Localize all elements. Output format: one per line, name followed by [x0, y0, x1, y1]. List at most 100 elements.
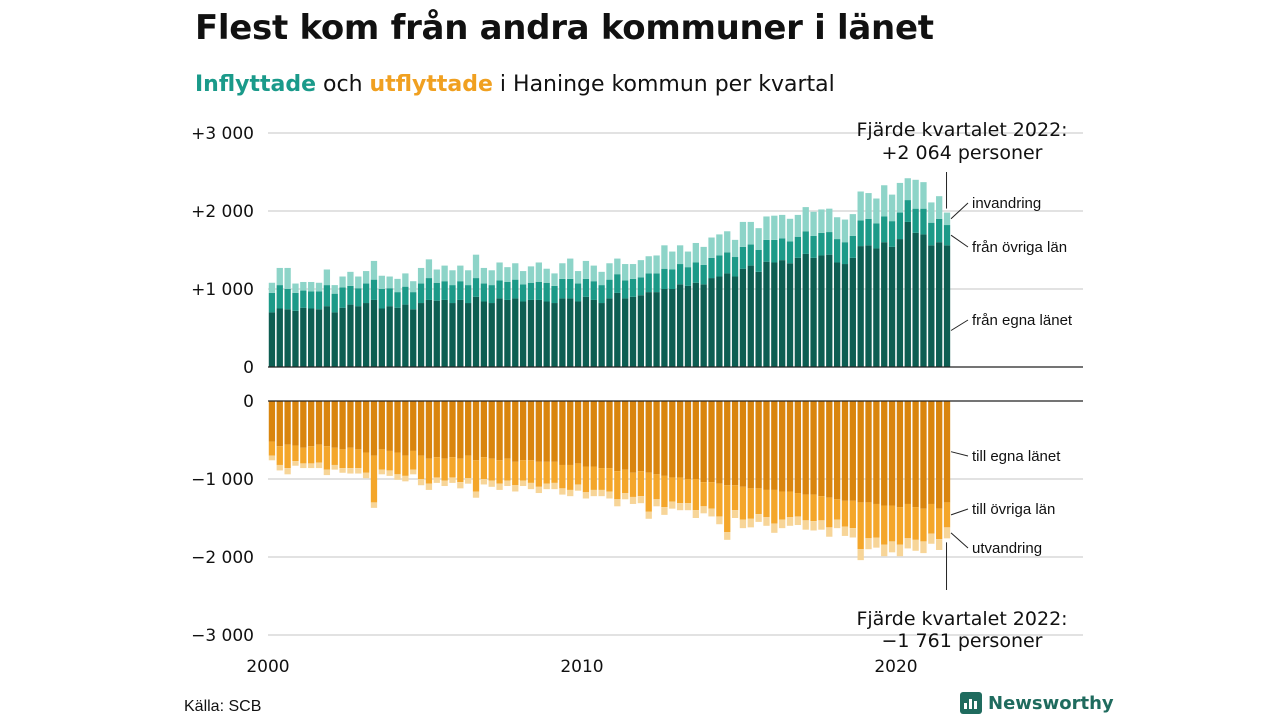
bar-out-2 [763, 517, 770, 526]
bar-out-1 [810, 494, 817, 522]
bar-in-0 [841, 264, 849, 367]
bar-in-2 [268, 282, 276, 293]
bar-in-2 [881, 185, 888, 217]
bar-out-1 [716, 483, 723, 517]
bar-out-2 [802, 520, 809, 530]
bar-out-1 [669, 477, 676, 502]
bar-in-1 [708, 257, 715, 279]
bar-out-0 [339, 401, 346, 450]
bar-in-2 [567, 258, 574, 279]
bar-in-1 [912, 208, 919, 233]
bar-out-1 [417, 455, 425, 479]
bar-out-2 [402, 475, 409, 482]
bar-in-2 [535, 262, 542, 282]
bar-out-1 [614, 471, 621, 500]
bar-out-1 [535, 461, 542, 487]
bar-out-2 [417, 479, 425, 486]
bar-out-0 [496, 401, 503, 461]
bar-in-2 [480, 267, 488, 284]
bar-in-0 [582, 296, 590, 367]
bar-out-0 [543, 401, 550, 462]
brand-logo[interactable]: Newsworthy [960, 692, 1114, 714]
bar-in-1 [598, 285, 605, 304]
bar-out-0 [425, 401, 433, 459]
bar-out-1 [857, 502, 864, 550]
bar-in-0 [433, 300, 440, 367]
bar-out-1 [700, 482, 707, 507]
outflow-bars [268, 401, 951, 561]
bar-in-0 [519, 301, 527, 367]
bar-in-1 [402, 286, 409, 305]
bar-in-1 [323, 285, 331, 307]
bar-out-0 [700, 401, 707, 483]
bar-in-0 [323, 306, 331, 367]
bar-in-1 [810, 235, 817, 258]
bar-out-2 [606, 491, 613, 499]
series-label-connector [950, 532, 969, 549]
bar-in-2 [716, 234, 723, 256]
bar-out-1 [818, 496, 825, 521]
bar-out-2 [590, 489, 597, 497]
bar-in-1 [339, 287, 346, 308]
bar-out-2 [794, 516, 802, 526]
bar-out-2 [574, 484, 582, 491]
bar-out-1 [912, 507, 919, 540]
bar-out-2 [284, 468, 291, 475]
bar-in-0 [802, 253, 809, 367]
bar-out-2 [747, 518, 754, 528]
bar-in-1 [826, 232, 833, 255]
bar-in-0 [543, 301, 550, 367]
bar-in-2 [590, 265, 597, 282]
bar-out-0 [347, 401, 354, 448]
bar-out-0 [417, 401, 425, 456]
bar-in-1 [865, 218, 872, 246]
bar-out-1 [896, 507, 904, 545]
bar-out-2 [731, 510, 739, 518]
bar-out-0 [574, 401, 582, 464]
bar-out-0 [410, 401, 417, 451]
bar-out-0 [284, 401, 291, 445]
bar-in-1 [433, 282, 440, 301]
bar-in-0 [849, 257, 856, 367]
subtitle-in-word: Inflyttade [195, 72, 317, 97]
bar-out-2 [449, 477, 456, 483]
bar-in-1 [574, 283, 582, 302]
annotation-bottom-line1: Fjärde kvartalet 2022: [856, 608, 1067, 630]
bar-in-0 [928, 245, 935, 367]
bar-in-2 [323, 269, 331, 286]
bar-out-1 [755, 488, 762, 515]
bar-out-2 [339, 468, 346, 473]
bar-out-2 [300, 463, 307, 469]
bar-out-2 [881, 544, 888, 557]
bar-in-0 [614, 292, 621, 367]
bar-out-0 [480, 401, 488, 458]
bar-out-0 [802, 401, 809, 495]
bar-in-0 [708, 278, 715, 367]
bar-out-0 [888, 401, 896, 506]
bar-out-0 [920, 401, 927, 509]
bar-in-0 [943, 245, 951, 367]
bar-in-1 [802, 231, 809, 254]
bar-in-1 [771, 239, 778, 263]
bar-out-0 [826, 401, 833, 498]
brand-name: Newsworthy [988, 692, 1114, 714]
bar-out-1 [308, 446, 315, 464]
bar-out-2 [622, 493, 629, 500]
bar-out-0 [716, 401, 723, 484]
bar-in-0 [268, 312, 276, 367]
bar-in-2 [724, 231, 731, 253]
bar-in-2 [700, 246, 707, 265]
bar-in-2 [739, 221, 747, 247]
bar-in-0 [378, 308, 385, 367]
bar-out-2 [920, 541, 927, 554]
bar-out-2 [496, 483, 503, 490]
bar-out-0 [449, 401, 456, 458]
bar-out-2 [519, 480, 527, 487]
bar-out-2 [465, 478, 472, 484]
bar-out-1 [457, 458, 464, 483]
bar-in-0 [535, 299, 542, 367]
bar-out-1 [881, 505, 888, 545]
bar-out-1 [300, 447, 307, 464]
bar-out-2 [645, 511, 652, 519]
bar-in-0 [629, 296, 637, 367]
